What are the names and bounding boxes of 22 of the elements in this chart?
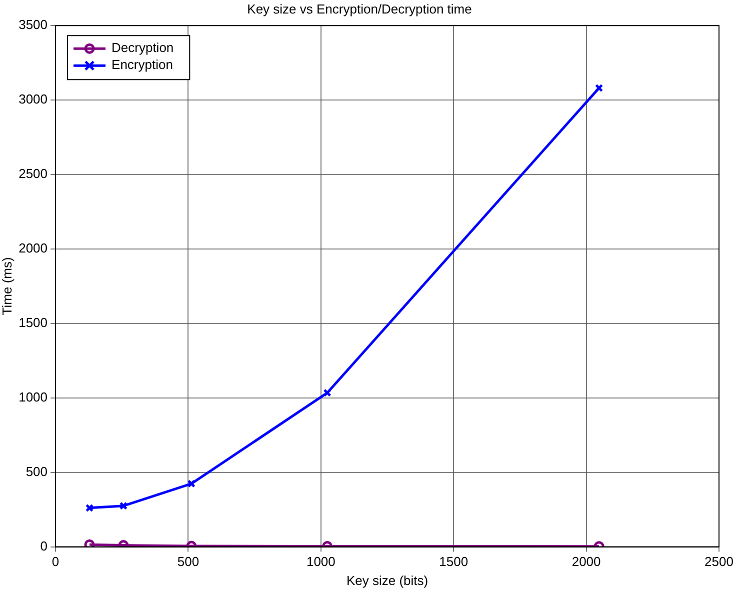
y-tick-label: 3500 bbox=[18, 17, 48, 32]
x-tick-label: 1500 bbox=[439, 554, 468, 570]
y-tick-label: 1000 bbox=[18, 389, 48, 404]
x-tick-label: 2500 bbox=[704, 554, 734, 570]
x-axis-title: Key size (bits) bbox=[346, 572, 428, 588]
x-tick-label: 1000 bbox=[306, 554, 336, 570]
legend-label: Decryption bbox=[112, 40, 174, 56]
y-tick-label: 500 bbox=[26, 464, 48, 479]
point bbox=[84, 539, 95, 547]
point bbox=[119, 502, 128, 510]
x-tick-label: 2000 bbox=[572, 554, 601, 570]
y-tick-label: 2000 bbox=[18, 240, 48, 256]
legend-label: Encryption bbox=[112, 57, 173, 72]
x-tick-label: 0 bbox=[52, 554, 60, 570]
x-tick-label: 500 bbox=[177, 554, 200, 570]
y-tick-label: 3000 bbox=[18, 92, 48, 107]
chart-title: Key size vs Encryption/Decryption time bbox=[247, 1, 472, 16]
y-tick-label: 2500 bbox=[18, 166, 48, 182]
y-axis-title: Time (ms) bbox=[0, 257, 14, 316]
y-tick-label: 1500 bbox=[18, 315, 48, 330]
y-tick-label: 0 bbox=[40, 538, 48, 554]
point bbox=[323, 388, 332, 397]
